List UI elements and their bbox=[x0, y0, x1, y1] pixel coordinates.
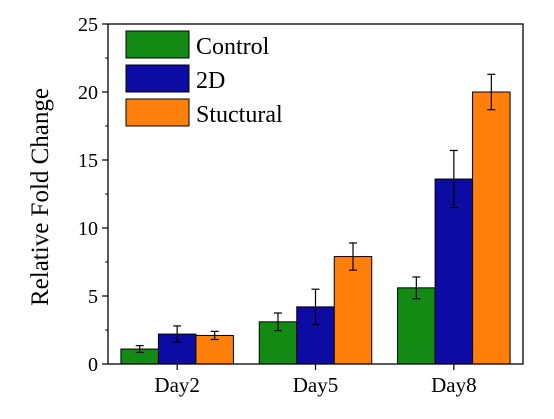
y-tick-label: 15 bbox=[78, 150, 98, 172]
error-bar-2d-day2 bbox=[173, 325, 182, 343]
error-bar-control-day8 bbox=[412, 276, 421, 300]
error-bar-stuctural-day2 bbox=[210, 330, 219, 341]
legend-swatch bbox=[125, 98, 190, 127]
legend-item-2d: 2D bbox=[125, 64, 225, 94]
legend-swatch bbox=[125, 30, 190, 59]
legend-label: Stuctural bbox=[196, 102, 283, 128]
legend-label: 2D bbox=[196, 68, 225, 94]
bar-2d-day8 bbox=[434, 178, 474, 365]
error-bar-stuctural-day5 bbox=[349, 242, 357, 271]
error-bar-2d-day5 bbox=[311, 288, 320, 326]
bar-stuctural-day5 bbox=[333, 256, 373, 365]
legend-item-stuctural: Stuctural bbox=[125, 98, 283, 128]
y-tick-label: 0 bbox=[88, 354, 98, 376]
legend: Control 2D Stuctural bbox=[125, 30, 283, 128]
error-bar-control-day5 bbox=[274, 312, 282, 332]
legend-swatch bbox=[125, 64, 190, 93]
ticks-layer: 0 5 10 15 20 25 Day2 Day5 Day8 bbox=[78, 14, 477, 397]
y-tick-label: 10 bbox=[78, 218, 98, 240]
x-tick-label-day8: Day8 bbox=[431, 373, 477, 397]
legend-item-control: Control bbox=[125, 30, 270, 60]
error-bar-stuctural-day8 bbox=[487, 73, 496, 111]
bar-stuctural-day8 bbox=[472, 91, 511, 365]
y-tick-label: 20 bbox=[78, 82, 98, 104]
y-tick-label: 5 bbox=[88, 286, 98, 308]
y-axis-label: Relative Fold Change bbox=[27, 88, 54, 306]
bars-layer bbox=[120, 91, 511, 365]
error-bar-2d-day8 bbox=[449, 149, 458, 209]
y-tick-label: 25 bbox=[78, 14, 98, 36]
legend-label: Control bbox=[196, 34, 270, 60]
error-bars-layer bbox=[135, 73, 496, 354]
error-bar-control-day2 bbox=[135, 345, 144, 354]
x-tick-label-day5: Day5 bbox=[293, 373, 339, 397]
x-tick-label-day2: Day2 bbox=[154, 373, 200, 397]
